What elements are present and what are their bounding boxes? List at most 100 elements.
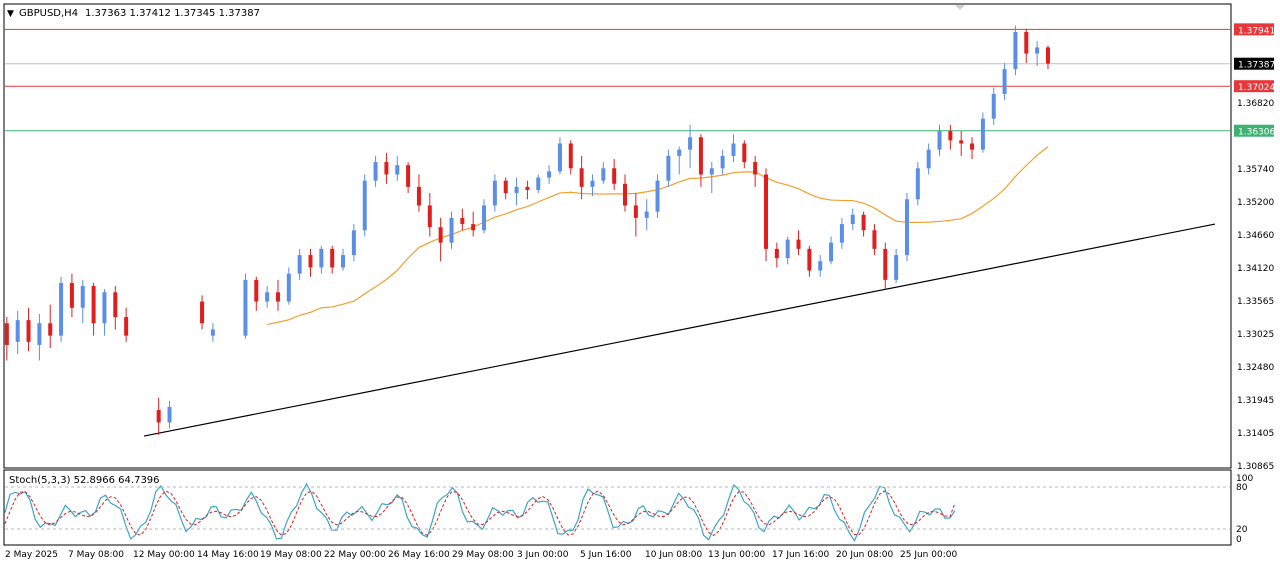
time-tick: 5 Jun 16:00 <box>580 550 632 560</box>
candle-body <box>970 143 975 150</box>
stochastic-pane[interactable] <box>3 469 1232 546</box>
candle-body <box>48 323 53 336</box>
candle-body <box>69 282 74 308</box>
stoch-level-80: 80 <box>1236 483 1248 493</box>
time-tick: 29 May 08:00 <box>452 550 514 560</box>
candle-body <box>633 205 638 218</box>
candle-body <box>655 180 660 212</box>
candle-body <box>926 149 931 169</box>
stochastic-label: Stoch(5,3,3) 52.8966 64.7396 <box>9 475 160 486</box>
candle-body <box>482 205 487 231</box>
candle-body <box>167 406 172 423</box>
candle-body <box>644 211 649 218</box>
time-tick: 12 May 00:00 <box>133 550 195 560</box>
candle-body <box>525 186 530 190</box>
candle-body <box>623 183 628 206</box>
candle-body <box>1024 31 1029 54</box>
candle-body <box>915 168 920 200</box>
time-tick: 19 May 08:00 <box>260 550 322 560</box>
candle-body <box>406 165 411 187</box>
time-tick: 2 May 2025 <box>5 550 58 560</box>
price-pane[interactable] <box>3 3 1232 469</box>
candle-body <box>688 137 693 150</box>
candle-body <box>536 177 541 190</box>
candle-body <box>395 165 400 175</box>
candle-body <box>15 320 20 342</box>
candle-body <box>503 180 508 194</box>
candle-body <box>829 242 834 262</box>
price-tick: 1.34120 <box>1237 264 1274 274</box>
price-tick: 1.34660 <box>1237 231 1274 241</box>
price-tags: 1.37941 1.37387 1.37024 1.36306 <box>1234 23 1275 138</box>
candle-body <box>1035 47 1040 54</box>
price-tick: 1.35200 <box>1237 198 1274 208</box>
candle-body <box>742 143 747 163</box>
price-tick: 1.33025 <box>1237 330 1274 340</box>
candle-body <box>720 155 725 169</box>
candle-body <box>254 279 259 302</box>
candle-body <box>883 248 888 280</box>
candle-body <box>579 168 584 187</box>
price-tick: 1.30865 <box>1237 462 1274 472</box>
candle-body <box>839 224 844 243</box>
candle-body <box>449 217 454 243</box>
candle-body <box>850 214 855 225</box>
candle-body <box>612 168 617 184</box>
price-tick: 1.32480 <box>1237 363 1274 373</box>
candle-body <box>37 323 42 345</box>
candle-body <box>991 93 996 119</box>
candle-body <box>796 239 801 249</box>
stochastic-lines <box>4 482 956 542</box>
candle-body <box>731 143 736 156</box>
candle-body <box>4 323 9 345</box>
price-tick: 1.31945 <box>1237 396 1274 406</box>
dropdown-triangle-icon[interactable]: ▼ <box>7 9 14 19</box>
time-axis: 2 May 2025 7 May 08:00 12 May 00:00 14 M… <box>5 550 957 560</box>
candle-body <box>601 168 606 181</box>
candle-body <box>80 286 85 308</box>
candle-body <box>1013 31 1018 70</box>
trendline[interactable] <box>143 223 1216 437</box>
price-tag-box <box>1234 23 1274 36</box>
price-tag-label: 1.37941 <box>1238 26 1275 36</box>
candle-body <box>341 255 346 268</box>
candle-body <box>113 292 118 318</box>
price-tick: 1.33565 <box>1237 297 1274 307</box>
candle-body <box>26 320 31 342</box>
candles-layer <box>4 25 1050 435</box>
price-tag-label: 1.37024 <box>1238 83 1275 93</box>
candle-body <box>384 162 389 175</box>
candle-body <box>471 224 476 231</box>
shift-marker-icon[interactable] <box>955 5 965 10</box>
time-tick: 26 May 16:00 <box>388 550 450 560</box>
candle-body <box>156 410 161 423</box>
time-tick: 14 May 16:00 <box>197 550 259 560</box>
time-tick: 7 May 08:00 <box>68 550 124 560</box>
price-tag-box <box>1234 80 1274 93</box>
time-tick: 20 Jun 08:00 <box>836 550 893 560</box>
candle-body <box>698 137 703 175</box>
candle-body <box>102 292 107 324</box>
candle-body <box>59 282 64 336</box>
candle-body <box>980 118 985 150</box>
candle-body <box>861 214 866 231</box>
candle-body <box>200 301 205 324</box>
candle-body <box>275 292 280 302</box>
candle-body <box>677 149 682 156</box>
candle-body <box>460 217 465 225</box>
candle-body <box>91 286 96 324</box>
time-tick: 25 Jun 00:00 <box>900 550 957 560</box>
price-tick: 1.36820 <box>1237 99 1274 109</box>
candle-body <box>427 205 432 228</box>
price-tag-label: 1.37387 <box>1238 61 1275 71</box>
candle-body <box>709 168 714 175</box>
candle-body <box>1002 69 1007 94</box>
price-tag-box <box>1234 57 1274 70</box>
price-axis: 1.36820 1.35740 1.35200 1.34660 1.34120 … <box>1237 99 1274 472</box>
candle-body <box>666 155 671 181</box>
candle-body <box>210 329 215 336</box>
candle-body <box>416 186 421 206</box>
candle-body <box>785 239 790 259</box>
